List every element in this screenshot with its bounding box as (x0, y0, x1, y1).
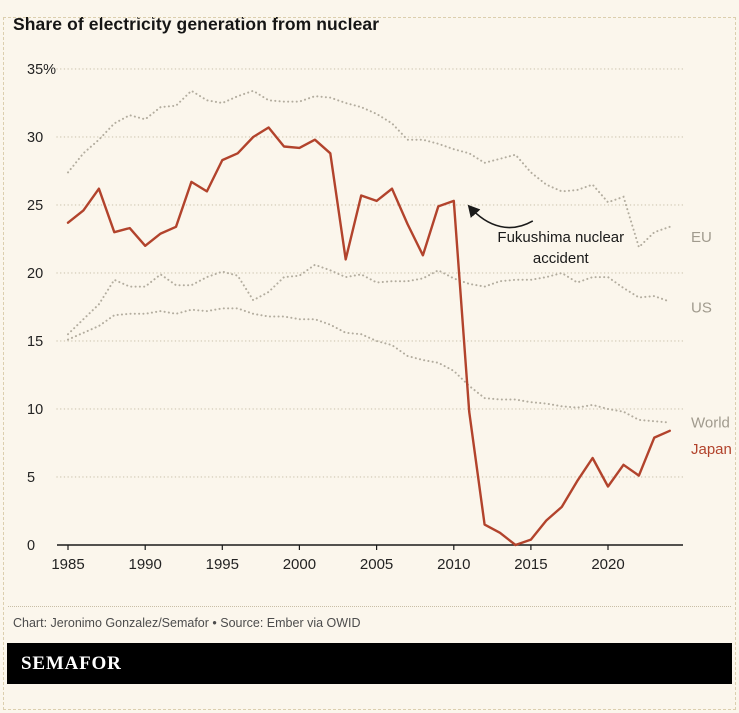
x-axis-tick-label: 2005 (360, 556, 393, 573)
series-line-world (67, 307, 671, 424)
semafor-wordmark: SEMAFOR (21, 652, 122, 674)
chart-credit: Chart: Jeronimo Gonzalez/Semafor • Sourc… (13, 616, 361, 630)
series-label-us: US (691, 300, 712, 317)
y-axis-tick-label: 10 (27, 402, 43, 418)
chart-title: Share of electricity generation from nuc… (13, 14, 380, 34)
chart-card: Share of electricity generation from nuc… (0, 14, 739, 684)
series-label-japan: Japan (691, 441, 732, 458)
y-axis-tick-label: 30 (27, 130, 43, 146)
x-axis-tick-label: 1985 (51, 556, 84, 573)
credit-row: Chart: Jeronimo Gonzalez/Semafor • Sourc… (8, 606, 731, 630)
annotation-text: Fukushima nuclear (497, 229, 624, 246)
annotation-arrow (467, 204, 534, 229)
series-line-us (67, 263, 671, 336)
y-axis-tick-label: 25 (27, 198, 43, 214)
nuclear-share-line-chart: 0 5 10 15 20 25 30 35% 1985 1990 1995 2000 2005 2010 2… (27, 62, 732, 573)
y-axis-tick-label: 5 (27, 470, 35, 486)
x-axis-tick-label: 2000 (283, 556, 316, 573)
x-axis-tick-label: 2015 (514, 556, 547, 573)
series-label-eu: EU (691, 229, 712, 246)
y-axis-tick-label: 0 (27, 538, 35, 554)
series-line-japan (66, 126, 671, 547)
annotation-text: accident (533, 250, 590, 267)
semafor-logo-bar: SEMAFOR (7, 643, 732, 684)
x-axis-tick-label: 1990 (129, 556, 162, 573)
y-axis-tick-label: 35% (27, 62, 56, 78)
series-label-world: World (691, 415, 730, 432)
x-axis-tick-label: 2010 (437, 556, 470, 573)
x-axis-tick-label: 2020 (591, 556, 624, 573)
y-axis-tick-label: 15 (27, 334, 43, 350)
x-axis-tick-label: 1995 (206, 556, 239, 573)
series-line-eu (67, 89, 671, 250)
y-axis-tick-label: 20 (27, 266, 43, 282)
